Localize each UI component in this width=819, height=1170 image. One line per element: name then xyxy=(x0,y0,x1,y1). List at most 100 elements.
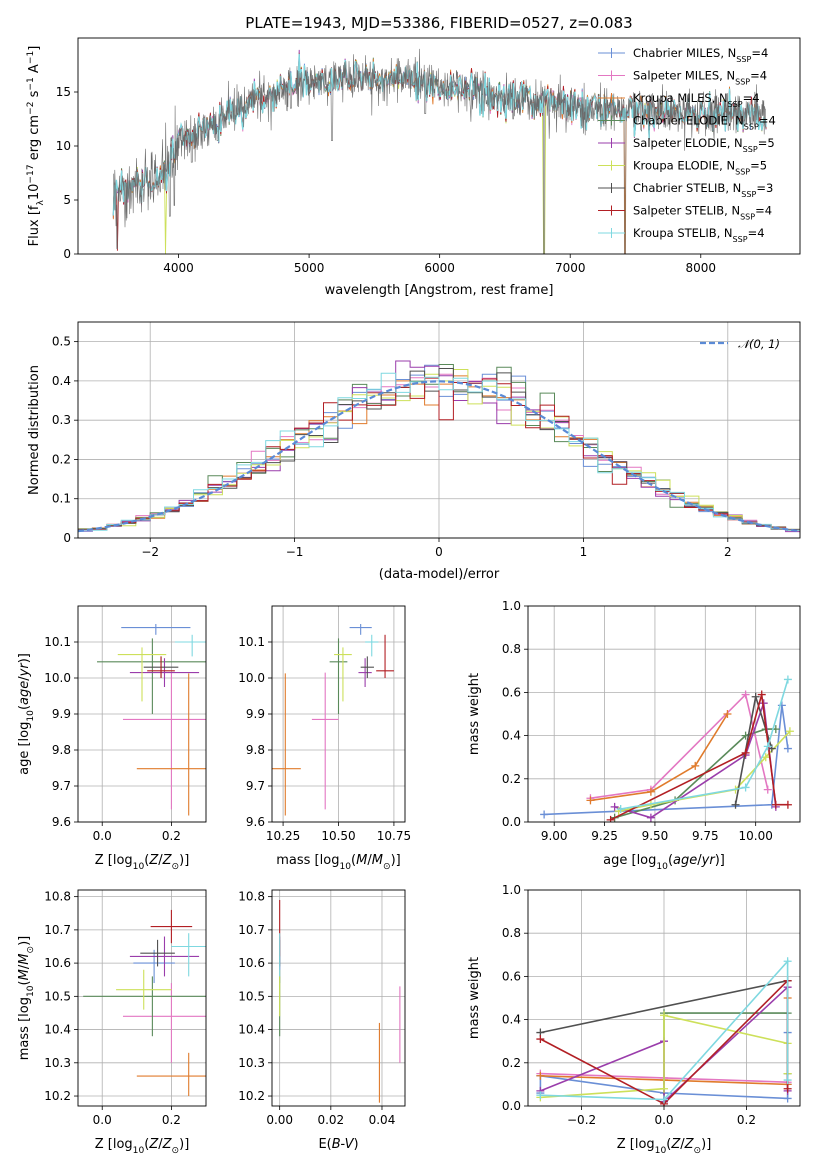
weight-marker xyxy=(783,957,792,966)
y-tick-label: 15 xyxy=(56,85,71,99)
legend-label: Salpeter ELODIE, NSSP=5 xyxy=(633,136,775,154)
x-tick-label: 0.0 xyxy=(93,829,112,843)
y-tick-label: 0.5 xyxy=(52,335,71,349)
y-axis-label: mass weight xyxy=(467,673,482,755)
residual-histogram-kroupa-stelib xyxy=(78,372,800,534)
x-axis-label: Z [log10(Z/Z⊙)] xyxy=(617,1137,712,1156)
weight-marker xyxy=(763,785,772,794)
y-tick-label: 0.8 xyxy=(502,926,521,940)
z-weight-axes-frame xyxy=(527,889,801,1107)
errorbar-point xyxy=(83,976,206,1037)
errorbar-point xyxy=(136,1052,206,1097)
age-weight-axes-frame xyxy=(527,605,801,823)
errorbar-point xyxy=(349,624,372,635)
y-tick-label: 10.2 xyxy=(238,1089,265,1103)
y-axis-label: age [log10(age/yr)] xyxy=(17,653,36,775)
x-axis-label: wavelength [Angstrom, rest frame] xyxy=(325,283,554,298)
errorbar-point xyxy=(365,634,379,657)
y-tick-label: 10.7 xyxy=(238,923,265,937)
weight-marker xyxy=(646,813,655,822)
legend-label: Kroupa STELIB, NSSP=4 xyxy=(633,226,765,244)
weight-marker xyxy=(771,800,780,809)
weight-marker xyxy=(783,1084,792,1093)
x-tick-label: 0.02 xyxy=(317,1113,344,1127)
y-tick-label: 10.2 xyxy=(44,1089,71,1103)
errorbar-point xyxy=(147,656,175,678)
mass-age-axes: 10.25 10.50 10.75 9.6 9.7 9.8 9.9 10.0 10.1 mass … xyxy=(238,605,411,872)
weight-marker xyxy=(536,1035,545,1044)
weight-marker xyxy=(540,810,549,819)
legend-label: Salpeter STELIB, NSSP=4 xyxy=(633,204,772,222)
x-tick-label: 8000 xyxy=(686,261,717,275)
errorbar-point xyxy=(133,949,175,984)
weight-marker xyxy=(741,783,750,792)
x-tick-label: 9.00 xyxy=(541,829,568,843)
y-tick-label: 9.8 xyxy=(52,743,71,757)
y-tick-label: 10.4 xyxy=(238,1023,265,1037)
y-axis-label: mass weight xyxy=(467,957,482,1039)
y-tick-label: 9.9 xyxy=(52,707,71,721)
errorbar-point xyxy=(140,939,175,967)
y-tick-label: 9.8 xyxy=(246,743,265,757)
weight-marker xyxy=(777,701,786,710)
errorbar-point xyxy=(311,672,339,810)
y-tick-label: 10.4 xyxy=(44,1023,71,1037)
weight-marker xyxy=(731,800,740,809)
y-tick-label: 10.5 xyxy=(44,989,71,1003)
plot-area xyxy=(97,624,206,816)
weight-line-chabrier-stelib xyxy=(540,979,788,1034)
x-tick-label: 10.50 xyxy=(321,829,355,843)
weight-line-kroupa-miles xyxy=(590,713,729,802)
weight-marker xyxy=(616,805,625,814)
legend: 𝒩(0, 1) xyxy=(700,337,780,351)
x-tick-label: 5000 xyxy=(294,261,325,275)
y-tick-label: 9.6 xyxy=(52,815,71,829)
errorbar-point xyxy=(334,647,352,702)
x-tick-label: 9.50 xyxy=(642,829,669,843)
age-weight-axes-bg xyxy=(528,606,800,822)
errorbar-point xyxy=(117,647,167,702)
z-mass-axes-frame xyxy=(77,889,207,1107)
x-tick-label: 1 xyxy=(580,545,588,559)
y-tick-label: 0 xyxy=(63,531,71,545)
x-tick-label: 0.04 xyxy=(369,1113,396,1127)
y-tick-label: 0.2 xyxy=(52,452,71,466)
mass-age-axes-frame xyxy=(271,605,406,823)
weight-line-salpeter-miles xyxy=(590,693,769,799)
plot-area xyxy=(279,899,401,1103)
weight-marker xyxy=(741,748,750,757)
errorbar-point xyxy=(329,638,348,714)
weight-marker xyxy=(783,744,792,753)
y-tick-label: 0.3 xyxy=(52,413,71,427)
x-tick-label: 0.00 xyxy=(266,1113,293,1127)
weight-marker xyxy=(660,1084,668,1093)
normal-curve xyxy=(78,380,800,533)
y-tick-label: 0 xyxy=(63,247,71,261)
errorbar-point xyxy=(174,634,206,657)
x-tick-label: −0.2 xyxy=(567,1113,596,1127)
y-tick-label: 10.6 xyxy=(238,956,265,970)
errorbar-point xyxy=(129,936,200,977)
y-tick-label: 1.0 xyxy=(502,599,521,613)
plot-area xyxy=(78,360,800,534)
x-tick-label: 0.0 xyxy=(93,1113,112,1127)
errorbar-point xyxy=(129,658,200,687)
y-tick-label: 0.0 xyxy=(502,815,521,829)
y-tick-label: 10.0 xyxy=(238,671,265,685)
chart-title: PLATE=1943, MJD=53386, FIBERID=0527, z=0… xyxy=(245,14,632,32)
z-mass-axes: 0.0 0.2 10.2 10.3 10.4 10.5 10.6 10.7 10.8 Z [log… xyxy=(17,889,207,1156)
weight-line-kroupa-stelib xyxy=(540,959,789,1101)
y-tick-label: 1.0 xyxy=(502,883,521,897)
y-tick-label: 10.8 xyxy=(44,890,71,904)
y-tick-label: 10.1 xyxy=(44,635,71,649)
y-tick-label: 10.0 xyxy=(44,671,71,685)
weight-marker xyxy=(783,800,792,809)
z-mass-axes-bg xyxy=(78,890,206,1106)
x-axis-label: age [log10(age/yr)] xyxy=(603,853,725,872)
weight-marker xyxy=(785,727,794,736)
age-weight-axes: 9.00 9.25 9.50 9.75 10.00 0.0 0.2 0.4 0.6 0.8 1.0 a… xyxy=(467,599,801,872)
errorbar-point xyxy=(272,673,301,816)
errorbar-point xyxy=(121,624,191,635)
y-tick-label: 10.8 xyxy=(238,890,265,904)
